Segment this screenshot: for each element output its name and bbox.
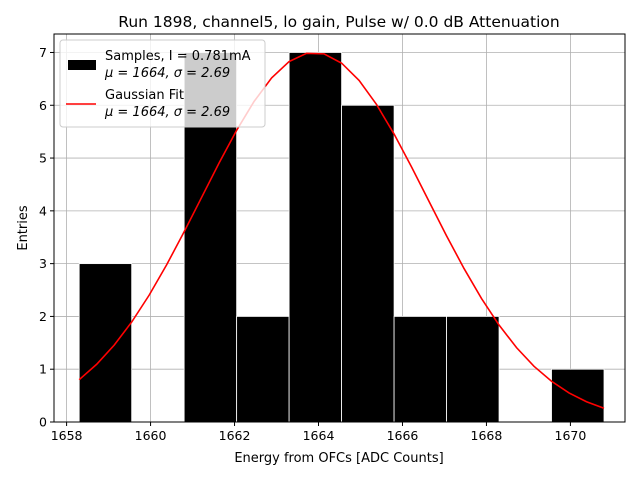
histogram-bar [78,263,133,423]
legend-fit-label: Gaussian Fit [105,88,184,103]
histogram-bar [236,316,290,423]
chart-title: Run 1898, channel5, lo gain, Pulse w/ 0.… [118,13,559,31]
y-axis-ticks: 0 1 2 3 4 5 6 7 [39,45,54,430]
x-tick-label: 1662 [219,428,251,443]
axes-frame [53,33,626,423]
y-axis-label: Entries [16,205,31,251]
y-tick-label: 6 [39,98,47,113]
x-tick-label: 1658 [51,428,83,443]
histogram-bar [446,316,500,423]
legend-samples-swatch [68,60,96,70]
legend-box [59,39,266,128]
histogram-bar [288,52,342,423]
histogram-bars [78,52,605,423]
gaussian-fit-line [78,52,605,409]
x-tick-label: 1670 [555,428,587,443]
x-tick-label: 1660 [135,428,167,443]
y-tick-label: 0 [39,415,47,430]
legend-fit-stats: μ = 1664, σ = 2.69 [104,105,230,120]
x-axis-label: Energy from OFCs [ADC Counts] [234,451,443,466]
legend-samples-label: Samples, I = 0.781mA [105,49,251,64]
x-tick-label: 1668 [471,428,503,443]
histogram-bar [551,368,605,423]
y-tick-label: 3 [39,256,47,271]
legend-samples-stats: μ = 1664, σ = 2.69 [104,66,230,81]
y-tick-label: 4 [39,203,47,218]
legend: Samples, I = 0.781mA μ = 1664, σ = 2.69 … [59,39,266,128]
x-axis-ticks: 1658 1660 1662 1664 1666 1668 1670 [51,422,587,443]
y-tick-label: 5 [39,151,47,166]
y-tick-label: 7 [39,45,47,60]
y-tick-label: 1 [39,362,47,377]
y-tick-label: 2 [39,309,47,324]
histogram-bar [393,316,447,423]
x-tick-label: 1666 [387,428,419,443]
x-tick-label: 1664 [303,428,335,443]
histogram-bar [341,104,395,423]
